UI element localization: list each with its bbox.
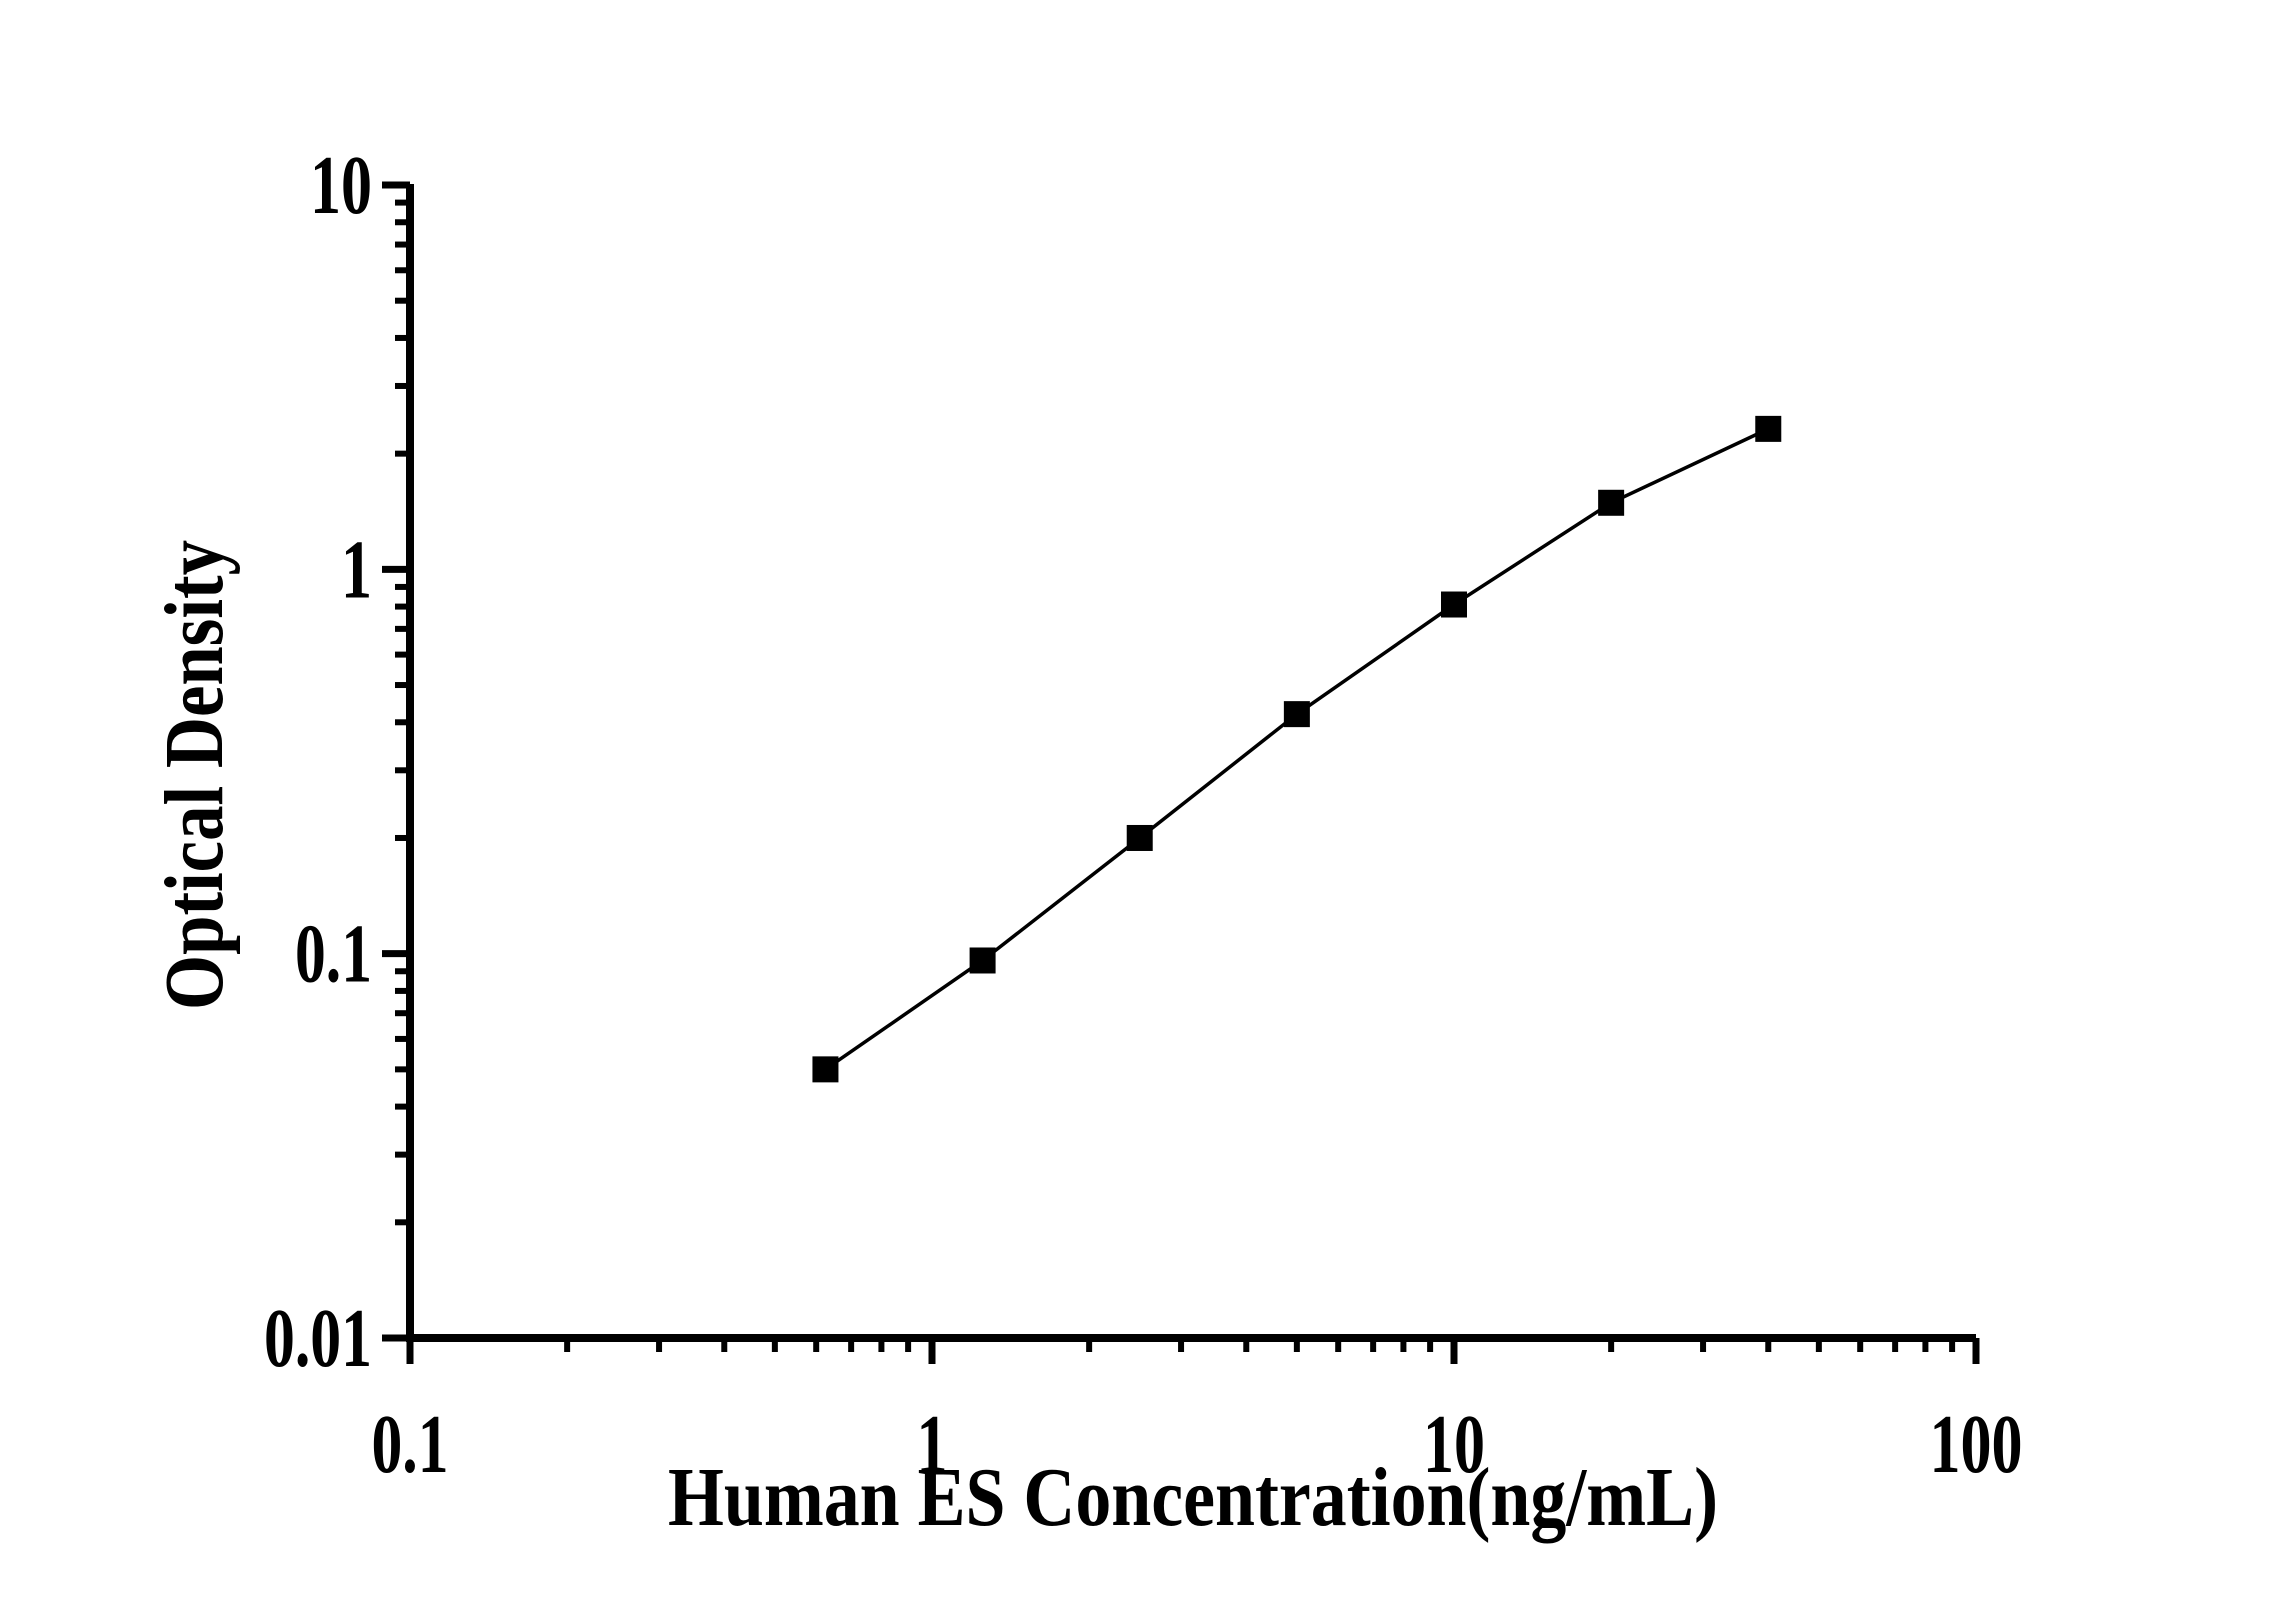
x-tick-label: 0.1 (372, 1398, 449, 1491)
series-group (812, 415, 1782, 1083)
data-point-marker (812, 1056, 839, 1083)
y-tick-label: 1 (341, 523, 372, 616)
axes (406, 184, 1976, 1342)
y-tick-label: 0.01 (264, 1292, 372, 1385)
y-tick-label: 0.1 (295, 908, 372, 1001)
data-point-marker (1441, 591, 1467, 618)
x-tick-label: 10 (1423, 1398, 1485, 1491)
data-point-marker (1755, 415, 1782, 442)
series-line (824, 427, 1770, 1071)
y-tick-label: 10 (310, 139, 372, 232)
x-axis-title: Human ES Concentration(ng/mL) (668, 1451, 1718, 1544)
axis-ticks (382, 181, 1980, 1364)
y-axis-title: Optical Density (148, 540, 241, 1010)
data-point-marker (1126, 824, 1153, 851)
data-point-marker (969, 947, 996, 974)
x-tick-label: 100 (1930, 1398, 2023, 1491)
x-tick-label: 1 (917, 1398, 948, 1491)
data-point-marker (1283, 701, 1310, 728)
data-point-marker (1598, 489, 1625, 516)
